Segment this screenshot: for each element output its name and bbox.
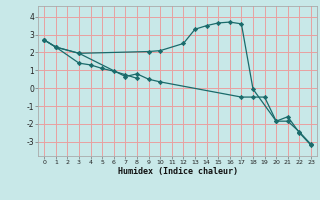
X-axis label: Humidex (Indice chaleur): Humidex (Indice chaleur)	[118, 167, 238, 176]
